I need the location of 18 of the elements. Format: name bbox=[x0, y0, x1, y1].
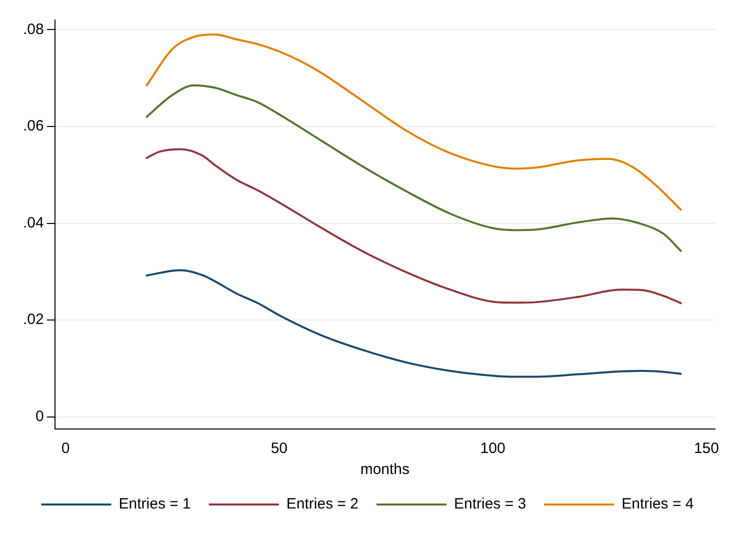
legend-label: Entries = 3 bbox=[454, 496, 526, 513]
y-tick-label: .02 bbox=[22, 311, 44, 328]
line-series bbox=[146, 34, 682, 211]
legend-label: Entries = 4 bbox=[622, 496, 694, 513]
legend-label: Entries = 1 bbox=[118, 496, 191, 513]
y-tick-label: .08 bbox=[22, 20, 44, 38]
x-tick-label: 150 bbox=[694, 440, 719, 458]
line-series bbox=[146, 269, 682, 378]
line-series bbox=[146, 148, 682, 304]
y-tick-label: .06 bbox=[22, 118, 44, 135]
x-tick-label: 100 bbox=[480, 440, 506, 458]
y-tick-label: 0 bbox=[36, 408, 44, 426]
y-tick-label: .04 bbox=[22, 214, 44, 232]
x-tick-label: 0 bbox=[61, 440, 70, 458]
legend-label: Entries = 2 bbox=[286, 496, 359, 513]
line-series bbox=[146, 84, 682, 252]
x-axis-title: months bbox=[360, 461, 410, 478]
x-tick-label: 50 bbox=[270, 440, 288, 458]
